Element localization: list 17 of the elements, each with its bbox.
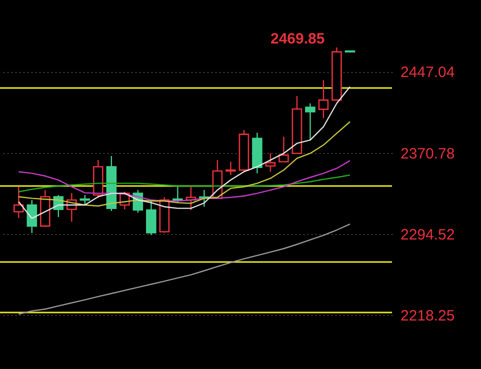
candlestick [265, 152, 276, 172]
line-series [18, 223, 351, 315]
y-tick-label: 2294.52 [400, 226, 455, 244]
candlestick [80, 194, 90, 206]
candlestick [278, 136, 289, 162]
candlestick [172, 186, 183, 204]
y-tick-label: 2447.04 [400, 64, 455, 82]
y-tick-label: 2218.25 [400, 308, 455, 325]
candlestick [318, 79, 329, 119]
candlestick [226, 161, 236, 176]
candlestick [305, 102, 316, 141]
candlestick [13, 186, 24, 219]
candlestick [26, 199, 38, 234]
annotation: 2469.85 [270, 30, 325, 48]
y-tick-label: 2370.78 [400, 145, 455, 162]
line-series [18, 174, 351, 192]
candlestick [146, 199, 156, 236]
